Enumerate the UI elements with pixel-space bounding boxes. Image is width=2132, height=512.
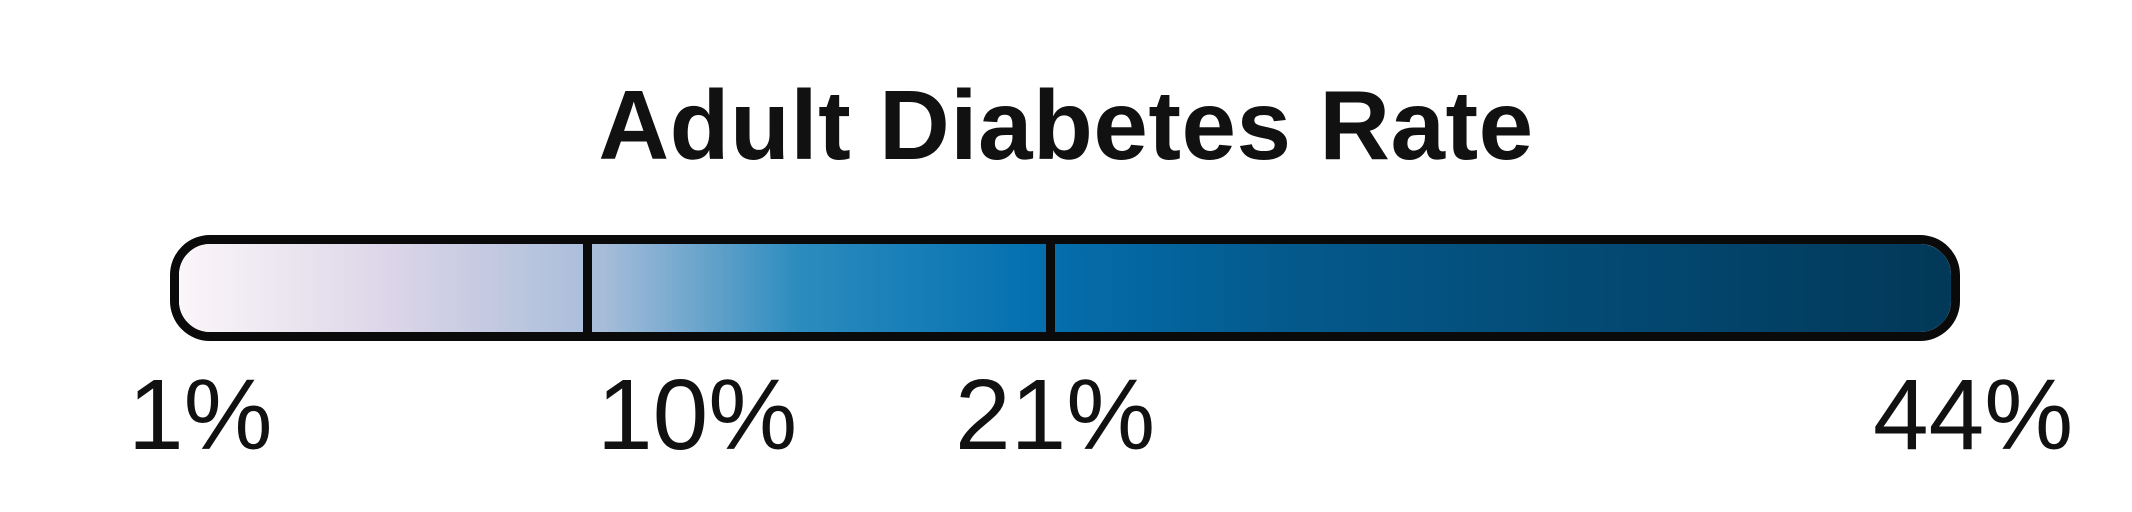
legend-title: Adult Diabetes Rate [598,70,1534,180]
legend-tick-label: 1% [128,359,273,471]
legend-divider-21 [1046,244,1055,332]
legend-tick-label: 21% [955,359,1156,471]
legend-gradient [179,244,1951,332]
legend-divider-10 [583,244,592,332]
legend-color-bar [170,235,1960,341]
legend-tick-label: 10% [597,359,798,471]
legend-tick-label: 44% [1873,359,2074,471]
